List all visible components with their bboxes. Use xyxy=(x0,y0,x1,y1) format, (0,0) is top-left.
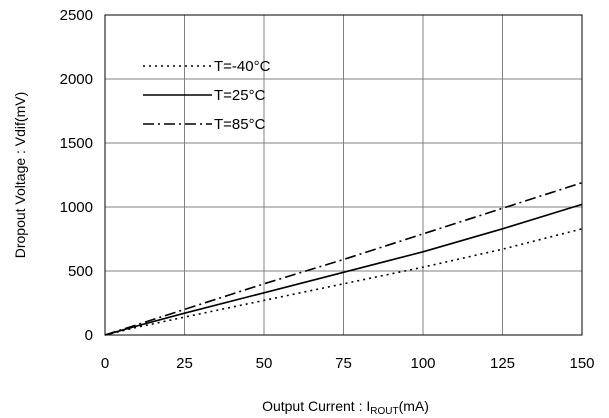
x-axis-label-subscript: ROUT xyxy=(370,406,398,417)
x-tick-label: 125 xyxy=(490,355,515,372)
x-tick-label: 75 xyxy=(335,355,352,372)
plot-frame xyxy=(104,14,583,336)
y-tick-label: 2000 xyxy=(60,71,93,88)
y-tick-label: 2500 xyxy=(60,7,93,24)
x-tick-label: 25 xyxy=(176,355,193,372)
series-line-solid xyxy=(104,203,583,336)
x-tick-label: 50 xyxy=(256,355,273,372)
series-lines xyxy=(104,181,583,336)
x-axis-label-unit: (mA) xyxy=(399,398,429,414)
series-line-dashdot xyxy=(104,181,583,336)
y-tick-label: 1500 xyxy=(60,135,93,152)
x-axis-label-main: Output Current : I xyxy=(262,398,370,414)
legend: T=-40°C T=25°C T=85°C xyxy=(143,58,271,133)
x-tick-label: 150 xyxy=(569,355,594,372)
x-axis-label: Output Current : IROUT(mA) xyxy=(262,398,429,417)
y-tick-label: 1000 xyxy=(60,199,93,216)
x-tick-label: 0 xyxy=(101,355,109,372)
legend-label: T=85°C xyxy=(214,116,266,133)
y-tick-label: 0 xyxy=(85,327,93,344)
grid xyxy=(104,14,583,336)
legend-label: T=25°C xyxy=(214,87,266,104)
y-axis-label: Dropout Voltage : Vdif(mV) xyxy=(12,92,28,259)
legend-label: T=-40°C xyxy=(214,58,271,75)
y-tick-label: 500 xyxy=(68,263,93,280)
x-tick-label: 100 xyxy=(410,355,435,372)
